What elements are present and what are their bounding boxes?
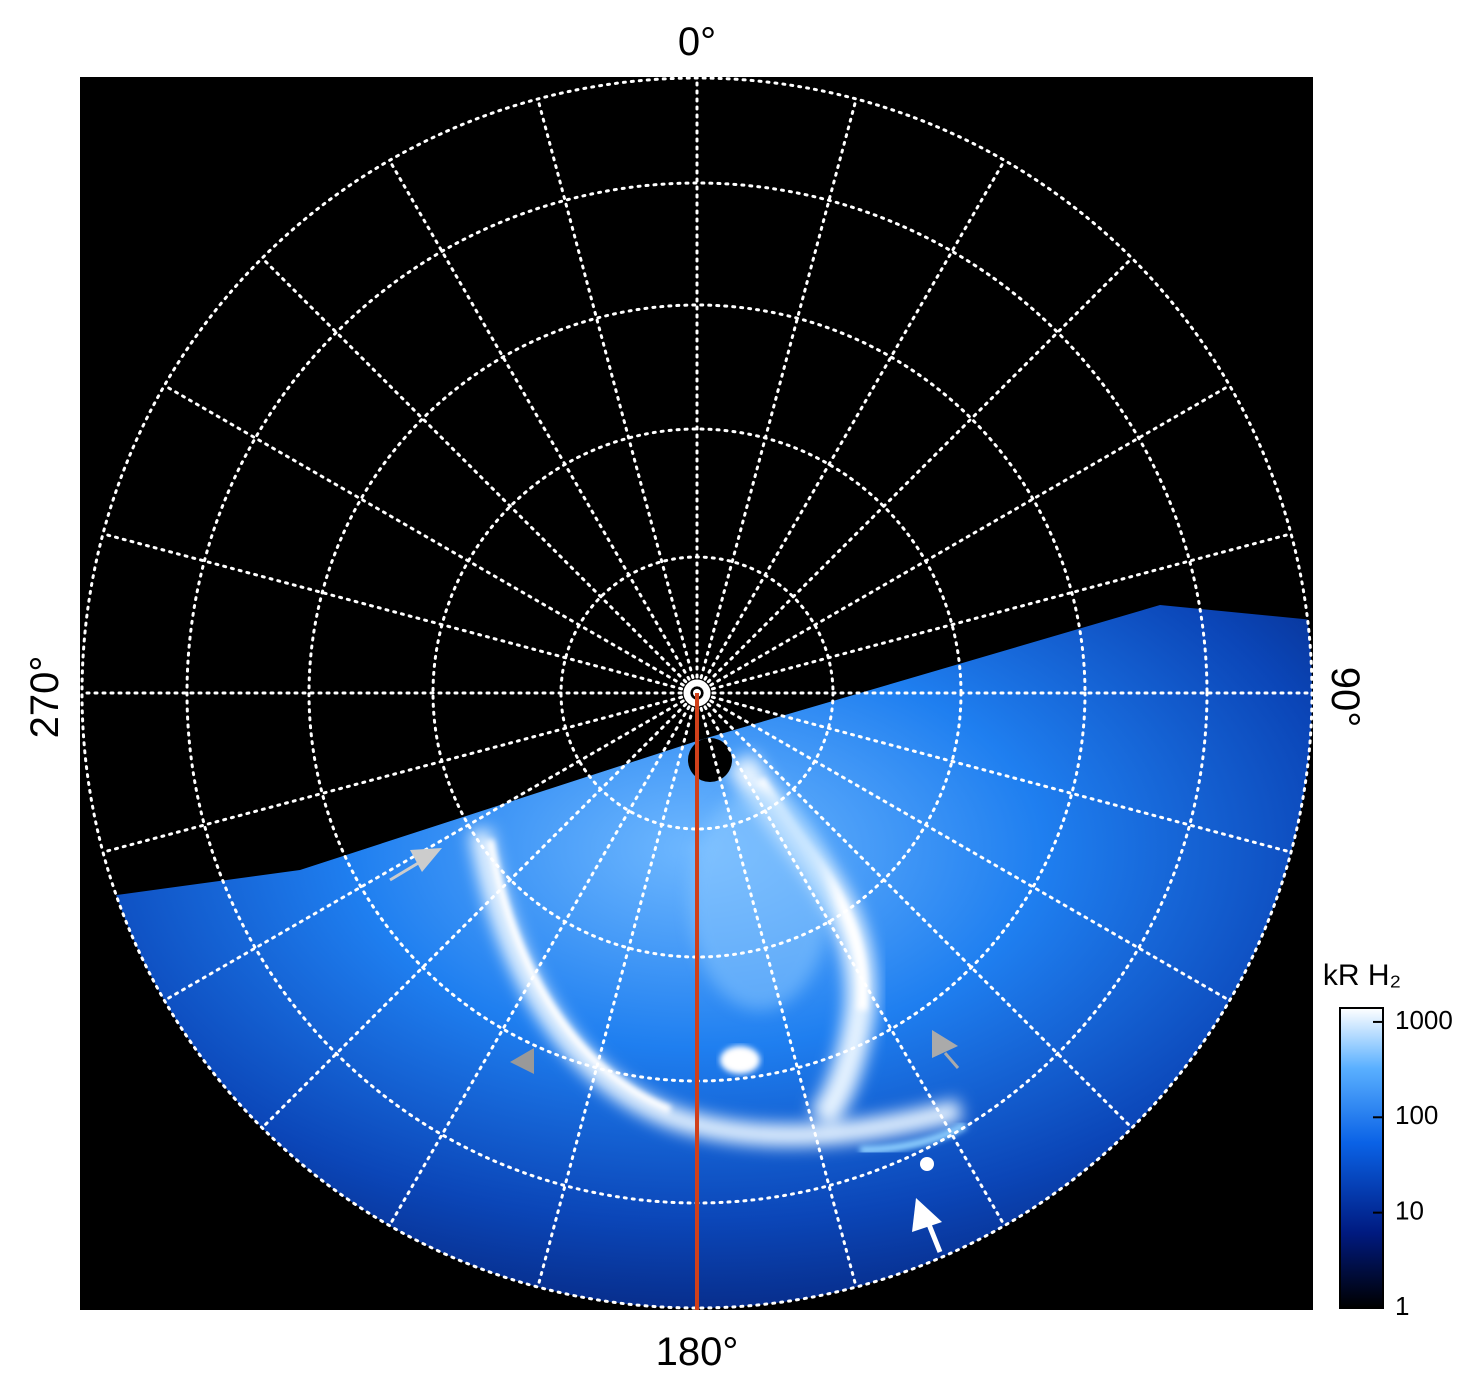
grid-spoke [260,256,699,695]
grid-spoke [536,691,699,1289]
grid-spoke [695,691,1293,854]
grid-spoke [695,158,1006,695]
grid-spoke [695,532,1293,695]
grid-spoke [695,691,1006,1228]
grid-spoke [695,691,1134,1130]
grid-spoke [536,97,699,695]
grid-spoke [162,691,699,1002]
colorbar-tick-label: 100 [1395,1100,1438,1130]
colorbar-bar [1339,1007,1384,1309]
colorbar-tick-label: 1 [1395,1291,1409,1321]
grid-spoke [695,97,858,695]
label-bottom: 180° [656,1330,739,1374]
grid-spoke [260,691,699,1130]
grid-spoke [695,691,1232,1002]
grid-spoke [695,384,1232,695]
label-top: 0° [678,20,716,64]
label-right: 90° [1323,667,1367,728]
grid-spoke [101,532,699,695]
colorbar-tick-label: 1000 [1395,1005,1453,1035]
grid-spoke [695,691,858,1289]
colorbar: kR H₂ 1 10 100 1000 [1323,959,1453,1321]
label-left: 270° [23,656,67,739]
grid-spoke [388,691,699,1228]
colorbar-title: kR H₂ [1323,959,1401,992]
colorbar-tick-label: 10 [1395,1196,1424,1226]
grid-spoke [162,384,699,695]
arrows [389,848,960,1253]
polar-grid [80,76,1314,1310]
grid-spoke [388,158,699,695]
grid-spoke [101,691,699,854]
grid-spoke [695,256,1134,695]
